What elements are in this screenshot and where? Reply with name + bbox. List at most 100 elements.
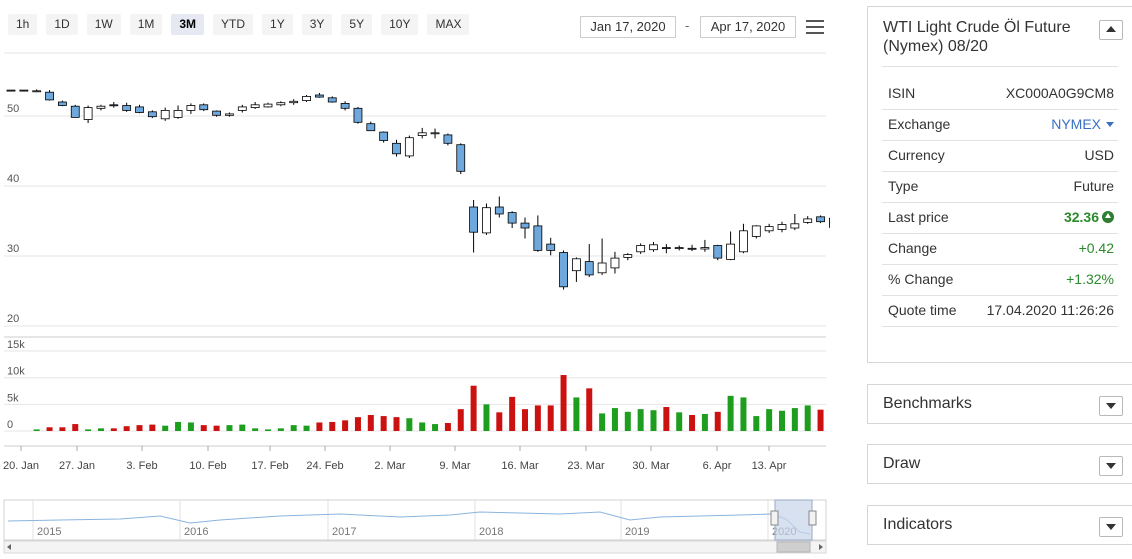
info-value-text: NYMEX	[1051, 116, 1101, 132]
volume-bar	[676, 412, 683, 431]
navigator-scrollbar-thumb	[776, 541, 811, 553]
candle-body	[623, 254, 633, 258]
volume-bar	[804, 405, 811, 431]
volume-bar	[213, 425, 220, 431]
volume-bar	[766, 409, 773, 431]
expand-indicators-button[interactable]	[1099, 517, 1123, 537]
candle-body	[83, 107, 93, 120]
range-button-10y[interactable]: 10Y	[381, 14, 419, 35]
range-button-5y[interactable]: 5Y	[341, 14, 373, 35]
candle-body	[109, 104, 119, 107]
volume-bar	[534, 405, 541, 431]
range-button-3y[interactable]: 3Y	[301, 14, 333, 35]
volume-bar	[110, 428, 117, 431]
volume-bar	[637, 409, 644, 431]
candle-body	[687, 247, 697, 250]
volume-bar	[547, 405, 554, 431]
volume-bar	[599, 413, 606, 431]
candle-body	[430, 132, 440, 135]
price-chart[interactable]: 20 30 40 50 0 5k 10k 15k 20. Jan 27. Jan 3. Feb 10.…	[0, 0, 830, 559]
candle-body	[263, 103, 273, 108]
candle-body	[494, 206, 504, 215]
navigator-handle-right	[808, 510, 817, 526]
candle-body	[456, 144, 466, 172]
volume-bar	[753, 416, 760, 431]
volume-bar	[97, 428, 104, 431]
candle-body	[700, 247, 710, 250]
candle-body	[340, 103, 350, 109]
collapse-instrument-button[interactable]	[1099, 20, 1123, 40]
volume-bar	[342, 420, 349, 431]
range-button-max[interactable]: MAX	[427, 14, 470, 35]
expand-draw-button[interactable]	[1099, 456, 1123, 476]
range-button-3m[interactable]: 3M	[171, 14, 205, 35]
navigator-selection	[774, 499, 813, 541]
exchange-dropdown[interactable]: NYMEX	[1051, 109, 1114, 140]
info-value-text: XC000A0G9CM8	[1005, 85, 1114, 101]
x-tick-label: 10. Feb	[189, 460, 226, 472]
volume-tick-label: 15k	[7, 339, 25, 351]
range-button-1y[interactable]: 1Y	[262, 14, 293, 35]
instrument-title-line1: WTI Light Crude Öl Future	[883, 19, 1071, 36]
candle-body	[546, 243, 556, 251]
info-value: XC000A0G9CM8	[1006, 78, 1114, 109]
volume-bar	[560, 375, 567, 431]
volume-bar	[496, 412, 503, 431]
range-button-1h[interactable]: 1h	[8, 14, 38, 35]
expand-benchmarks-button[interactable]	[1099, 396, 1123, 416]
candle-body	[135, 106, 144, 113]
volume-bar	[265, 429, 271, 431]
candle-body	[199, 104, 209, 111]
x-tick-label: 30. Mar	[632, 460, 670, 472]
volume-bar	[277, 428, 284, 431]
candle-body	[661, 247, 671, 250]
volume-bar	[791, 408, 798, 431]
volume-bar	[522, 409, 528, 431]
navigator-frame	[3, 499, 827, 541]
volume-bar	[200, 425, 207, 431]
draw-panel[interactable]: Draw	[867, 444, 1132, 484]
volume-bar	[663, 407, 670, 431]
indicators-title: Indicators	[883, 516, 953, 533]
panel-divider	[882, 66, 1118, 67]
date-to-input[interactable]: Apr 17, 2020	[700, 16, 796, 38]
hamburger-menu-icon[interactable]	[806, 20, 824, 34]
candle-body	[45, 91, 54, 101]
volume-bar	[509, 396, 516, 431]
candle-body	[237, 106, 247, 111]
price-tick-label: 30	[7, 243, 19, 255]
candle-body	[276, 102, 286, 106]
chart-area[interactable]: 1h 1D 1W 1M 3M YTD 1Y 3Y 5Y 10Y MAX Jan 17, 2020 -…	[0, 0, 830, 559]
candle-body	[636, 245, 646, 253]
range-button-ytd[interactable]: YTD	[213, 14, 254, 35]
chevron-down-icon	[1106, 524, 1116, 530]
date-from-input[interactable]: Jan 17, 2020	[580, 16, 676, 38]
benchmarks-panel[interactable]: Benchmarks	[867, 384, 1132, 424]
candle-body	[764, 226, 774, 232]
navigator-year-label: 2018	[479, 526, 503, 538]
volume-bar	[419, 422, 426, 431]
volume-tick-label: 10k	[7, 366, 25, 378]
info-value: 32.36	[1064, 202, 1114, 233]
candle-body	[147, 111, 157, 118]
x-tick-label: 9. Mar	[439, 460, 471, 472]
candle-body	[289, 100, 299, 104]
instrument-panel: WTI Light Crude Öl Future (Nymex) 08/20 …	[867, 6, 1132, 363]
volume-bar	[46, 427, 53, 431]
info-row-change: Change +0.42	[882, 233, 1118, 265]
range-button-1w[interactable]: 1W	[86, 14, 121, 35]
range-button-1m[interactable]: 1M	[129, 14, 163, 35]
volume-bar	[740, 397, 747, 431]
candle-body	[726, 243, 735, 260]
info-value: USD	[1084, 140, 1114, 171]
candle-body	[829, 217, 830, 228]
arrow-up-circle-icon	[1102, 211, 1114, 223]
range-button-1d[interactable]: 1D	[46, 14, 78, 35]
volume-bar	[611, 408, 618, 431]
volume-bar	[33, 429, 40, 431]
candle-body	[160, 110, 170, 120]
indicators-panel[interactable]: Indicators	[867, 505, 1132, 545]
chevron-down-icon	[1106, 463, 1116, 469]
info-label: ISIN	[888, 85, 916, 101]
navigator-year-label: 2016	[184, 526, 208, 538]
